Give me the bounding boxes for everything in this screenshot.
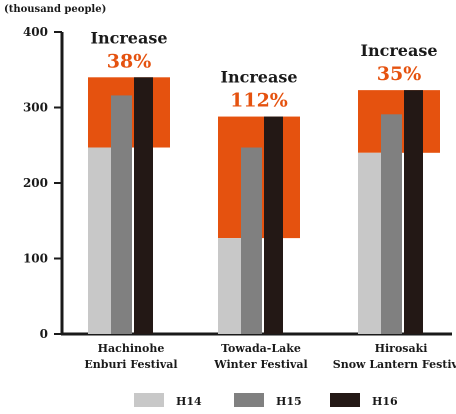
category-label: Hirosaki — [375, 342, 428, 355]
legend-swatch-h15 — [234, 393, 264, 407]
y-tick-label: 100 — [23, 252, 48, 266]
y-tick-label: 300 — [23, 101, 48, 115]
increase-label: Increase — [220, 68, 297, 87]
bar-h16 — [264, 116, 283, 334]
increase-percent: 35% — [377, 63, 422, 85]
category-label: Winter Festival — [213, 358, 307, 371]
increase-label: Increase — [90, 28, 167, 47]
bar-h15 — [381, 114, 402, 334]
bar-h14 — [88, 147, 109, 334]
category-label: Enburi Festival — [84, 358, 177, 371]
legend-swatch-h16 — [330, 393, 360, 407]
y-tick-label: 400 — [23, 25, 48, 39]
increase-percent: 38% — [107, 50, 152, 72]
category-label: Snow Lantern Festival — [333, 358, 456, 371]
bar-h16 — [404, 90, 423, 334]
legend-label-h14: H14 — [176, 395, 202, 408]
y-axis-unit-label: (thousand people) — [4, 4, 106, 15]
bar-h14 — [358, 152, 379, 334]
bar-h15 — [241, 147, 262, 334]
category-label: Hachinohe — [98, 342, 165, 355]
increase-percent: 112% — [230, 90, 288, 112]
legend: H14 H15 H16 — [134, 393, 398, 408]
category-label: Towada-Lake — [221, 342, 301, 355]
bar-h16 — [134, 77, 153, 335]
plot-area: 0 100 200 300 400 Increase 38% Hachinohe Enburi … — [23, 25, 456, 371]
y-tick-label: 0 — [40, 327, 48, 341]
legend-label-h16: H16 — [372, 395, 398, 408]
increase-label: Increase — [360, 41, 437, 60]
bar-h15 — [111, 95, 132, 334]
bar-h14 — [218, 238, 239, 334]
y-tick-label: 200 — [23, 176, 48, 190]
legend-swatch-h14 — [134, 393, 164, 407]
legend-label-h15: H15 — [276, 395, 302, 408]
